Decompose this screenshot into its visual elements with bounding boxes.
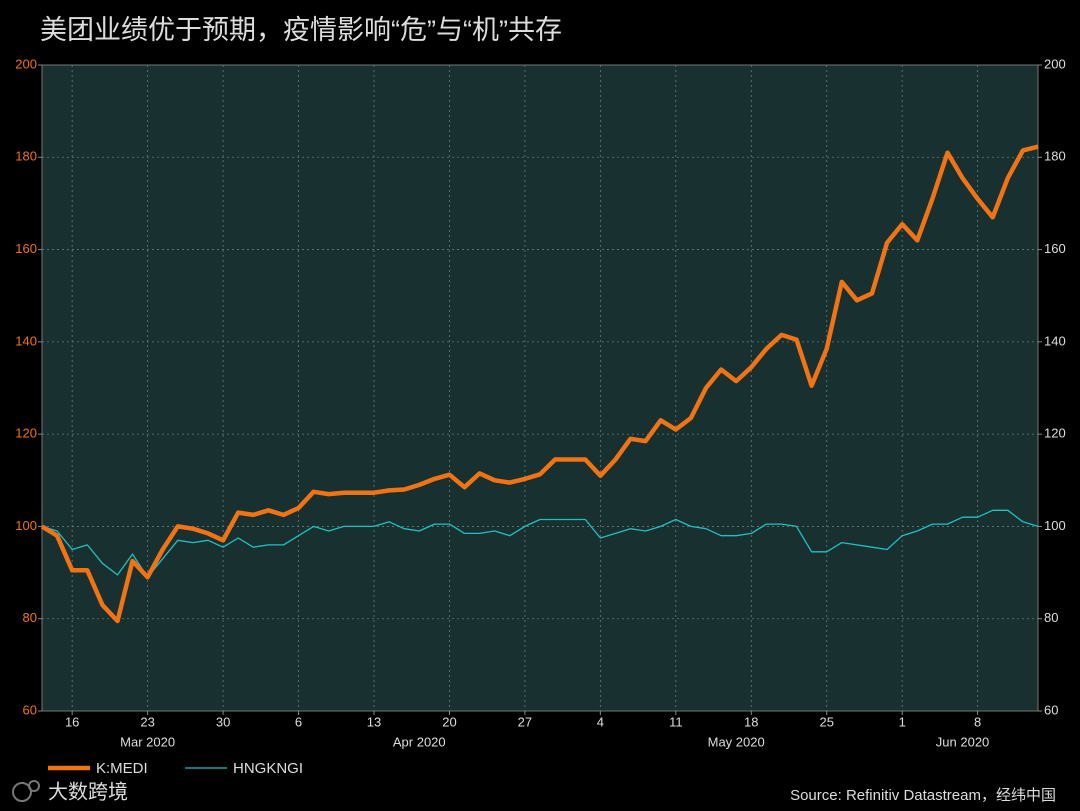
x-tick-label: 27 <box>518 714 532 729</box>
y2-tick-label: 180 <box>1044 149 1066 164</box>
y-tick-label: 200 <box>15 56 37 71</box>
chart-title: 美团业绩优于预期，疫情影响“危”与“机”共存 <box>40 15 562 45</box>
y2-tick-label: 160 <box>1044 241 1066 256</box>
series-line <box>40 144 1039 624</box>
legend-label: HNGKNGI <box>233 760 303 777</box>
legend-label: K:MEDI <box>96 760 148 777</box>
y2-tick-label: 120 <box>1044 426 1066 441</box>
y2-tick-label: 100 <box>1044 518 1066 533</box>
series-line <box>41 509 1039 578</box>
month-label: Jun 2020 <box>936 734 990 749</box>
y-tick-label: 160 <box>15 241 37 256</box>
y-tick-label: 80 <box>23 610 37 625</box>
source: Source: Refinitiv Datastream，经纬中国 <box>790 787 1056 804</box>
y2-tick-label: 80 <box>1044 610 1058 625</box>
x-tick-label: 18 <box>744 714 758 729</box>
x-tick-label: 6 <box>295 714 302 729</box>
plot-area <box>41 64 1039 712</box>
logo <box>28 780 40 792</box>
x-tick-label: 13 <box>367 714 381 729</box>
x-tick-label: 8 <box>974 714 981 729</box>
y-tick-label: 100 <box>15 518 37 533</box>
month-label: May 2020 <box>708 734 765 749</box>
month-label: Apr 2020 <box>393 734 446 749</box>
x-tick-label: 4 <box>597 714 604 729</box>
logo <box>12 782 32 802</box>
y2-tick-label: 60 <box>1044 702 1058 717</box>
y2-tick-label: 140 <box>1044 333 1066 348</box>
x-tick-label: 23 <box>140 714 154 729</box>
x-tick-label: 11 <box>669 714 683 729</box>
y-tick-label: 120 <box>15 426 37 441</box>
x-tick-label: 20 <box>442 714 456 729</box>
watermark: 大数跨境 <box>12 780 128 803</box>
y-tick-label: 180 <box>15 149 37 164</box>
month-label: Mar 2020 <box>120 734 175 749</box>
x-tick-label: 25 <box>819 714 833 729</box>
y2-tick-label: 200 <box>1044 56 1066 71</box>
watermark-text: 大数跨境 <box>48 780 128 803</box>
y-tick-label: 60 <box>23 702 37 717</box>
x-tick-label: 16 <box>65 714 79 729</box>
x-tick-label: 1 <box>899 714 906 729</box>
y-tick-label: 140 <box>15 333 37 348</box>
x-tick-label: 30 <box>216 714 230 729</box>
